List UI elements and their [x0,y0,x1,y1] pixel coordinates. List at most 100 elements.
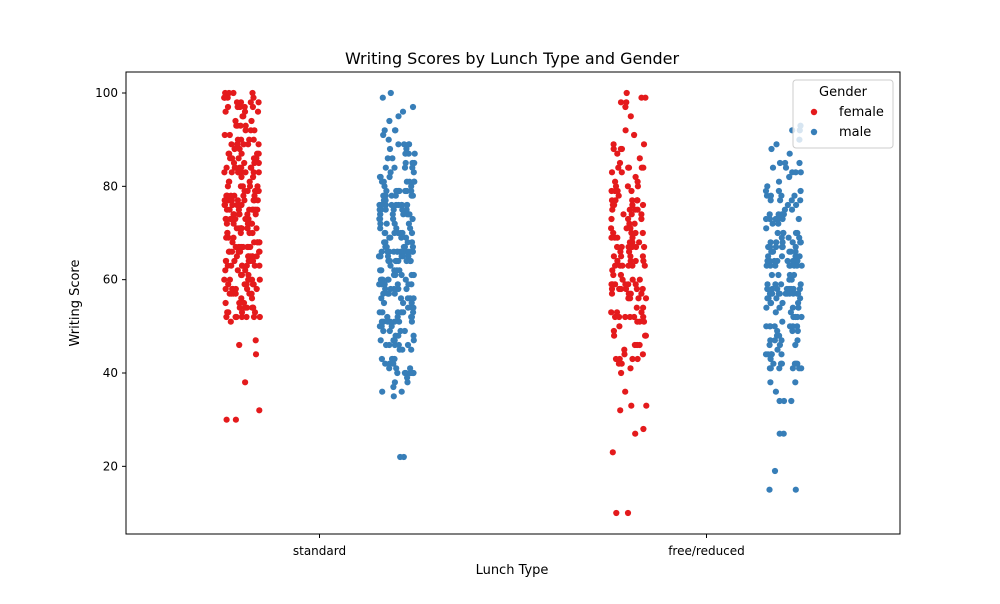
data-point-female [238,225,245,232]
data-point-male [764,183,771,190]
data-point-female [638,309,645,316]
data-point-male [763,304,770,311]
data-point-male [772,388,780,395]
data-point-female [248,290,255,297]
data-point-female [623,225,630,232]
data-point-male [379,276,386,283]
data-point-female [222,267,229,274]
data-point-male [792,379,799,386]
data-point-male [778,281,785,288]
data-point-male [773,141,780,148]
data-point-male [404,379,411,386]
data-point-male [788,206,796,213]
data-point-male [394,313,401,321]
data-point-female [237,183,244,190]
data-point-male [389,355,396,363]
data-point-female [225,309,232,316]
data-point-female [242,127,249,134]
data-point-male [792,341,799,349]
data-point-male [379,388,386,395]
data-point-female [250,173,257,181]
data-point-female [251,192,258,199]
data-point-female [623,89,630,97]
data-point-female [615,360,623,367]
data-point-male [767,351,775,358]
data-point-female [628,402,635,409]
data-point-female [625,215,632,223]
data-point-male [380,290,387,297]
data-point-female [632,173,639,181]
data-point-male [405,304,412,311]
data-point-male [402,159,409,167]
data-point-male [385,136,392,143]
data-point-female [627,365,634,372]
data-point-female [240,299,248,307]
data-point-female [235,206,242,213]
data-point-female [616,323,623,330]
data-point-male [381,239,388,246]
data-point-female [244,225,251,232]
data-point-female [639,285,646,293]
data-point-male [407,225,414,232]
data-point-male [775,211,782,218]
data-point-male [408,318,415,325]
data-point-female [255,99,262,106]
data-point-female [242,379,249,386]
data-point-female [627,113,634,120]
data-point-female [247,99,254,106]
data-point-male [778,351,785,358]
data-point-male [396,318,403,325]
data-point-female [639,229,646,237]
data-point-female [230,290,237,297]
data-point-female [619,276,626,283]
data-point-male [798,313,805,321]
data-point-male [403,285,410,293]
data-point-male [391,164,398,171]
data-point-female [640,141,648,148]
data-point-male [794,257,801,265]
data-point-male [384,313,391,321]
data-point-female [245,271,252,279]
data-point-female [640,318,648,325]
data-point-male [391,318,398,325]
data-point-male [792,248,799,255]
data-point-female [622,281,629,288]
data-point-male [766,211,773,218]
data-point-female [221,276,228,283]
data-point-female [612,197,619,204]
data-point-male [406,211,413,218]
data-point-female [616,313,623,321]
data-point-female [233,201,241,209]
data-point-female [634,178,641,185]
data-point-male [767,379,774,386]
data-point-male [397,327,404,335]
data-point-male [769,285,776,293]
data-point-female [618,253,625,260]
data-point-female [235,155,242,162]
legend: Gender female male [792,79,894,149]
data-point-female [610,229,617,237]
data-point-female [223,206,231,213]
data-point-female [252,337,259,344]
data-point-male [389,155,396,162]
data-point-female [629,355,636,363]
data-point-male [390,360,397,367]
data-point-male [378,248,385,255]
data-point-female [224,229,231,237]
data-point-female [243,262,250,269]
data-point-female [249,257,256,265]
data-point-female [227,192,234,199]
data-point-female [611,332,618,339]
data-point-female [245,215,252,223]
data-point-male [776,332,783,339]
data-point-male [788,197,795,204]
data-point-female [631,220,638,227]
data-point-female [617,99,625,106]
data-point-male [380,299,388,307]
data-point-male [380,192,387,199]
data-point-male [397,295,405,302]
data-point-male [405,141,412,148]
data-point-male [795,304,802,311]
data-point-male [400,299,407,307]
data-point-female [244,211,251,218]
